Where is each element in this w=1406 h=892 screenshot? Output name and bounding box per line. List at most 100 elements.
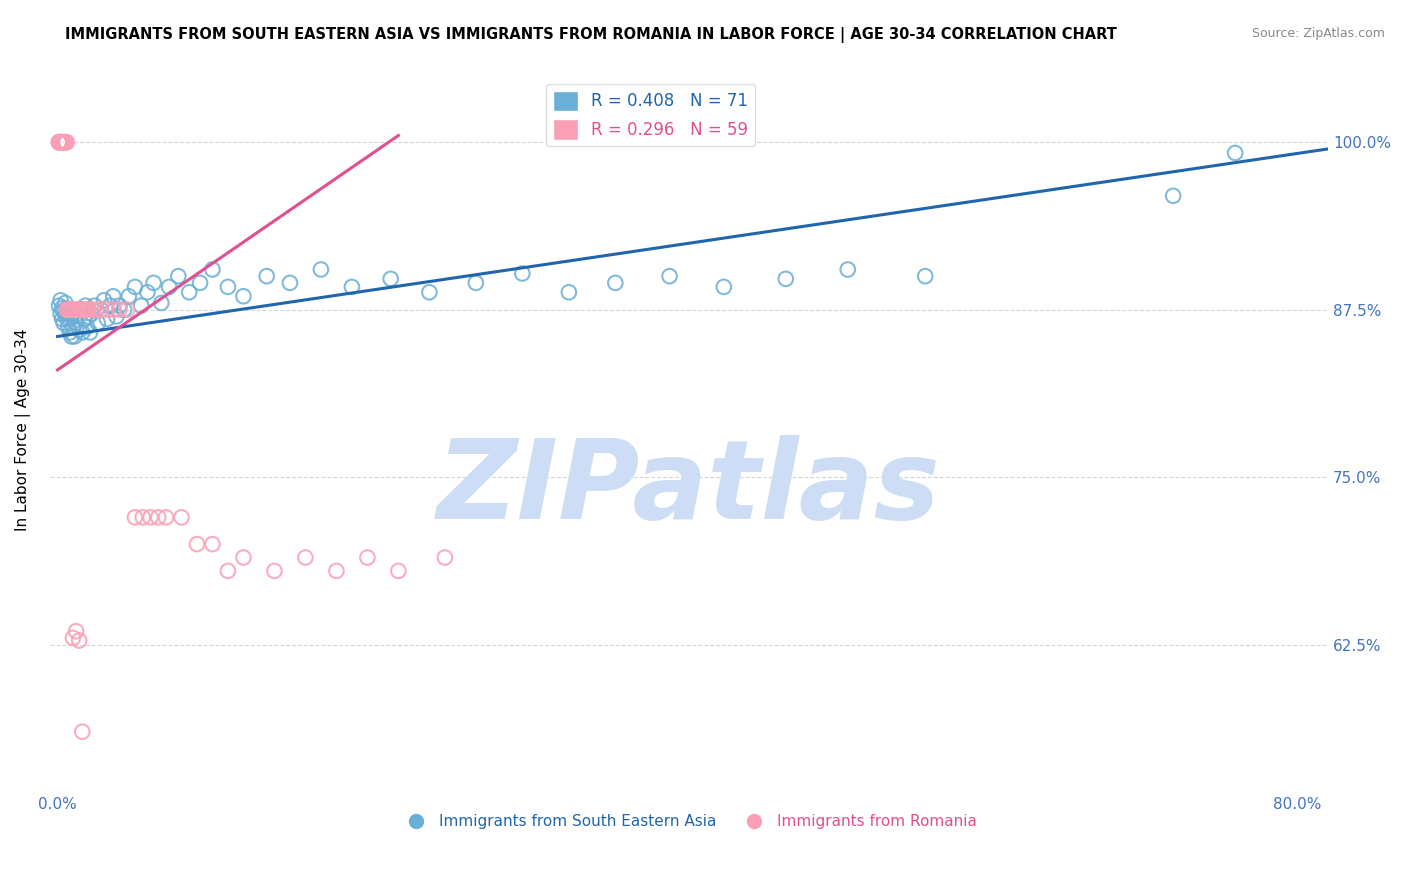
Point: [48, 135, 70, 149]
Point: [136, 285, 159, 300]
Point: [52, 135, 75, 149]
Point: [77, 302, 100, 317]
Point: [51, 135, 73, 149]
Point: [77, 310, 100, 324]
Point: [48, 299, 70, 313]
Point: [914, 269, 936, 284]
Point: [201, 537, 224, 551]
Point: [65, 624, 87, 639]
Point: [356, 550, 378, 565]
Point: [201, 262, 224, 277]
Point: [60, 310, 83, 324]
Point: [124, 510, 146, 524]
Point: [775, 272, 797, 286]
Point: [67, 323, 90, 337]
Point: [53, 135, 76, 149]
Point: [56, 301, 79, 316]
Point: [53, 135, 76, 149]
Point: [66, 307, 89, 321]
Point: [80, 307, 103, 321]
Point: [188, 276, 211, 290]
Point: [170, 510, 193, 524]
Point: [512, 267, 534, 281]
Point: [52, 304, 75, 318]
Point: [49, 307, 72, 321]
Point: [96, 312, 118, 326]
Point: [75, 302, 97, 317]
Point: [837, 262, 859, 277]
Point: [53, 296, 76, 310]
Point: [75, 299, 97, 313]
Point: [73, 312, 96, 326]
Point: [69, 302, 91, 317]
Point: [76, 320, 98, 334]
Point: [48, 135, 70, 149]
Point: [48, 135, 70, 149]
Point: [52, 135, 75, 149]
Point: [84, 302, 107, 317]
Point: [179, 285, 201, 300]
Point: [142, 276, 165, 290]
Point: [87, 316, 110, 330]
Point: [51, 135, 73, 149]
Point: [148, 510, 170, 524]
Point: [73, 302, 96, 317]
Point: [96, 302, 118, 317]
Point: [48, 135, 70, 149]
Point: [1223, 145, 1246, 160]
Point: [232, 289, 254, 303]
Point: [232, 550, 254, 565]
Point: [150, 296, 173, 310]
Point: [60, 329, 83, 343]
Point: [1161, 188, 1184, 202]
Point: [558, 285, 581, 300]
Point: [51, 301, 73, 316]
Point: [65, 316, 87, 330]
Point: [713, 280, 735, 294]
Point: [56, 135, 79, 149]
Point: [59, 326, 82, 340]
Point: [387, 564, 409, 578]
Point: [118, 289, 141, 303]
Point: [58, 320, 80, 334]
Point: [69, 302, 91, 317]
Point: [72, 302, 94, 317]
Text: IMMIGRANTS FROM SOUTH EASTERN ASIA VS IMMIGRANTS FROM ROMANIA IN LABOR FORCE | A: IMMIGRANTS FROM SOUTH EASTERN ASIA VS IM…: [65, 27, 1116, 43]
Point: [49, 135, 72, 149]
Point: [58, 307, 80, 321]
Point: [115, 302, 138, 317]
Point: [309, 262, 332, 277]
Point: [217, 564, 239, 578]
Point: [105, 310, 128, 324]
Point: [56, 312, 79, 326]
Text: Source: ZipAtlas.com: Source: ZipAtlas.com: [1251, 27, 1385, 40]
Point: [56, 302, 79, 317]
Point: [67, 633, 90, 648]
Point: [278, 276, 301, 290]
Point: [48, 135, 70, 149]
Point: [51, 135, 73, 149]
Point: [62, 320, 84, 334]
Point: [60, 302, 83, 317]
Point: [605, 276, 627, 290]
Point: [58, 302, 80, 317]
Point: [76, 302, 98, 317]
Point: [464, 276, 486, 290]
Point: [80, 302, 103, 317]
Point: [256, 269, 278, 284]
Text: ZIPatlas: ZIPatlas: [437, 434, 941, 541]
Point: [129, 299, 152, 313]
Point: [67, 302, 90, 317]
Point: [62, 302, 84, 317]
Point: [112, 302, 135, 317]
Point: [63, 302, 86, 317]
Point: [72, 724, 94, 739]
Point: [90, 302, 112, 317]
Point: [263, 564, 285, 578]
Point: [49, 135, 72, 149]
Point: [98, 299, 121, 313]
Point: [124, 280, 146, 294]
Y-axis label: In Labor Force | Age 30-34: In Labor Force | Age 30-34: [15, 329, 31, 532]
Point: [63, 329, 86, 343]
Point: [62, 631, 84, 645]
